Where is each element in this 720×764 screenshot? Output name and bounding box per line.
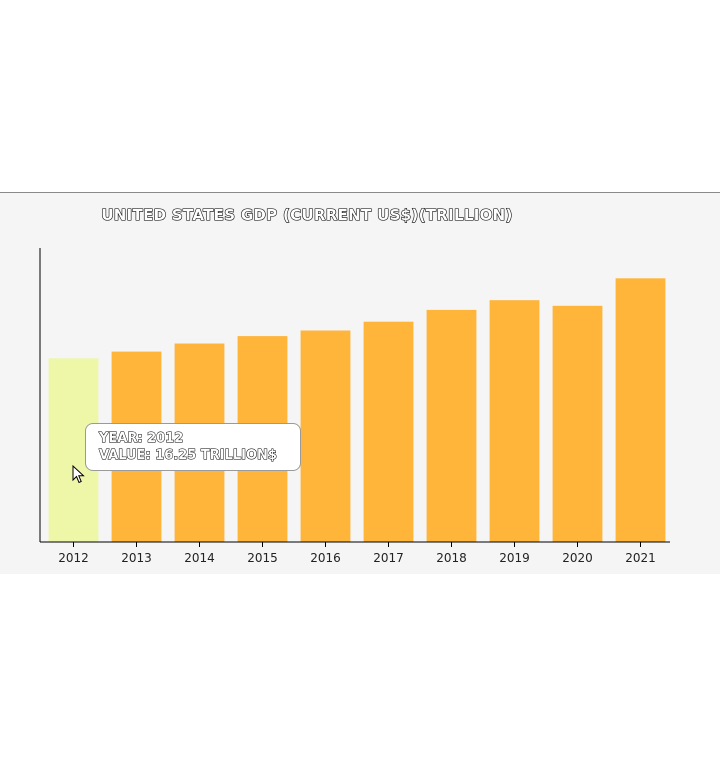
tooltip-year: YEAR: 2012 — [99, 431, 184, 447]
x-tick-label-2017: 2017 — [373, 551, 404, 565]
x-tick-label-2014: 2014 — [184, 551, 215, 565]
bar-2020[interactable] — [552, 305, 603, 542]
x-tick-label-2013: 2013 — [121, 551, 152, 565]
pointer-arrow-icon — [72, 465, 85, 484]
x-tick-label-2020: 2020 — [562, 551, 593, 565]
bar-2018[interactable] — [426, 309, 477, 542]
x-tick-label-2018: 2018 — [436, 551, 467, 565]
bar-chart: 2012 2013 2014 2015 2016 2017 2018 2019 2020 2021 — [39, 248, 670, 565]
chart-panel: UNITED STATES GDP (CURRENT US$)(TRILLION… — [0, 192, 720, 574]
x-tick-label-2019: 2019 — [499, 551, 530, 565]
bar-2021[interactable] — [615, 278, 666, 542]
x-tick-label-2021: 2021 — [625, 551, 656, 565]
bars-group — [48, 278, 666, 543]
bar-2019[interactable] — [489, 300, 540, 542]
x-tick-label-2015: 2015 — [247, 551, 278, 565]
x-axis-ticks: 2012 2013 2014 2015 2016 2017 2018 2019 2020 2021 — [58, 542, 656, 565]
bar-2016[interactable] — [300, 330, 351, 543]
chart-title: UNITED STATES GDP (CURRENT US$)(TRILLION… — [101, 205, 513, 224]
tooltip: YEAR: 2012 VALUE: 16.25 TRILLION$ — [85, 423, 301, 471]
x-tick-label-2012: 2012 — [58, 551, 89, 565]
bar-2017[interactable] — [363, 321, 414, 542]
x-tick-label-2016: 2016 — [310, 551, 341, 565]
tooltip-value: VALUE: 16.25 TRILLION$ — [99, 448, 278, 464]
